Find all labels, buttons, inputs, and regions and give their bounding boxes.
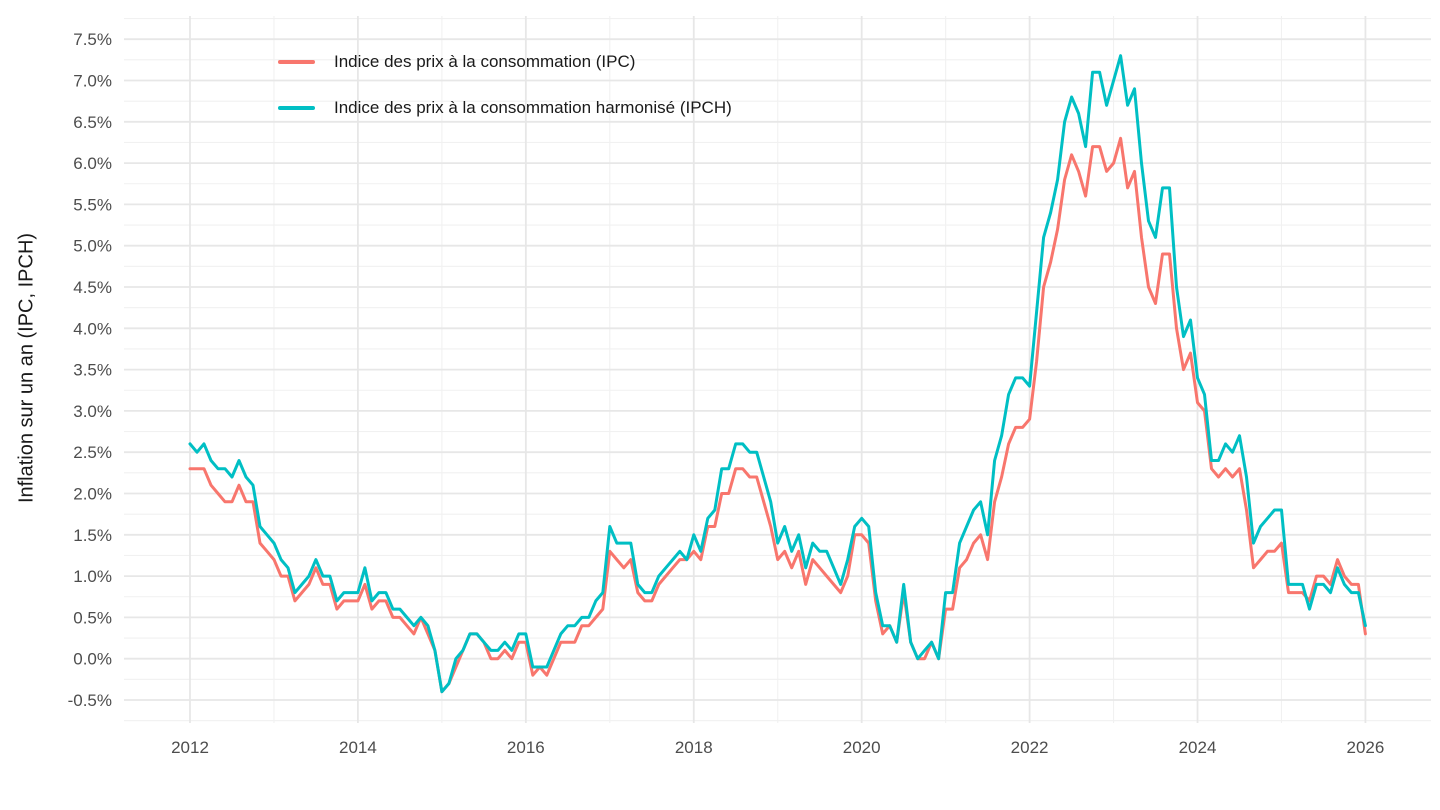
ipc-line (188, 136, 1367, 694)
ipc-legend-key-line (278, 60, 315, 64)
legend-item-ipc: Indice des prix à la consommation (IPC) (278, 52, 635, 72)
gridlines-major (124, 16, 1431, 723)
x-tick-label: 2014 (339, 738, 377, 757)
x-tick-labels: 2012 2014 2016 2018 2020 2022 2024 2026 (171, 738, 1384, 757)
series-lines (188, 54, 1367, 694)
y-axis-title: Inflation sur un an (IPC, IPCH) (15, 232, 38, 504)
y-tick-label: 1.5% (73, 526, 112, 545)
x-tick-label: 2020 (843, 738, 881, 757)
y-tick-label: 7.0% (73, 72, 112, 91)
y-tick-label: -0.5% (68, 691, 112, 710)
y-tick-label: 5.5% (73, 195, 112, 214)
x-tick-label: 2016 (507, 738, 545, 757)
y-tick-label: 4.0% (73, 319, 112, 338)
y-tick-label: 7.5% (73, 30, 112, 49)
y-tick-label: 3.0% (73, 402, 112, 421)
x-tick-label: 2018 (675, 738, 713, 757)
y-tick-label: 6.0% (73, 154, 112, 173)
x-tick-label: 2026 (1347, 738, 1385, 757)
x-tick-label: 2022 (1011, 738, 1049, 757)
y-tick-label: 1.0% (73, 567, 112, 586)
x-tick-label: 2012 (171, 738, 209, 757)
ipch-line (188, 54, 1367, 694)
x-tick-label: 2024 (1179, 738, 1217, 757)
ipch-legend-label: Indice des prix à la consommation harmon… (334, 98, 732, 117)
y-tick-label: 4.5% (73, 278, 112, 297)
y-tick-label: 2.0% (73, 485, 112, 504)
y-tick-label: 0.0% (73, 650, 112, 669)
legend-item-ipch: Indice des prix à la consommation harmon… (278, 98, 732, 118)
y-tick-label: 5.0% (73, 237, 112, 256)
y-tick-label: 3.5% (73, 361, 112, 380)
y-tick-label: 0.5% (73, 608, 112, 627)
y-tick-label: 2.5% (73, 443, 112, 462)
y-tick-labels: 7.5% 7.0% 6.5% 6.0% 5.5% 5.0% 4.5% 4.0% 3.5% 3.0%… (68, 30, 112, 710)
y-tick-label: 6.5% (73, 113, 112, 132)
ipc-legend-label: Indice des prix à la consommation (IPC) (334, 52, 636, 71)
ipch-legend-key-line (278, 106, 315, 110)
